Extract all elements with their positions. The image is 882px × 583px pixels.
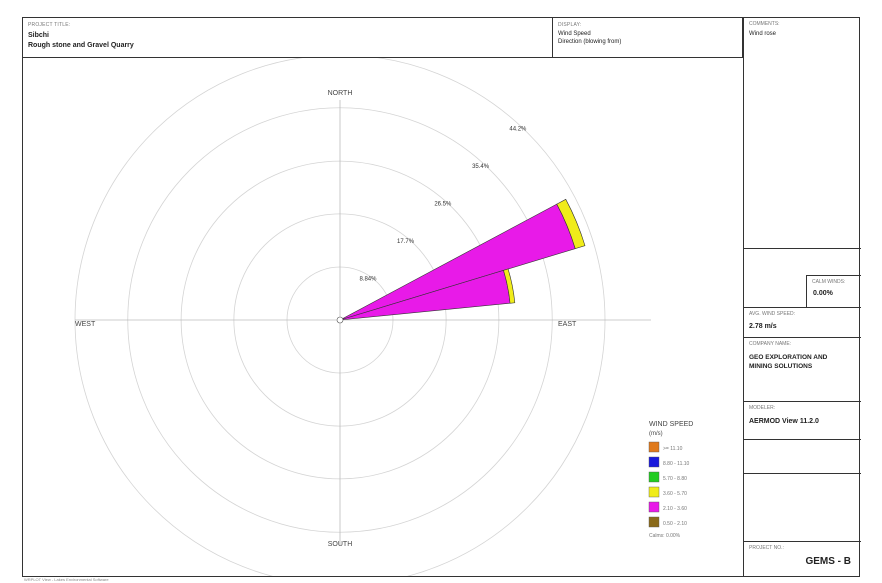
blank-cell-1	[744, 440, 861, 474]
display-line1: Wind Speed	[558, 31, 591, 37]
legend-swatch-3	[648, 486, 660, 498]
company-line1: GEO EXPLORATION AND	[749, 354, 828, 361]
south-label: SOUTH	[328, 541, 353, 548]
modeler-value: AERMOD View 11.2.0	[749, 418, 819, 425]
calm-cell: CALM WINDS: 0.00%	[806, 275, 861, 308]
petal-0-segment-1	[556, 198, 586, 250]
project-no-caption: PROJECT NO.:	[749, 545, 784, 551]
project-no-cell: PROJECT NO.: GEMS - B	[744, 542, 861, 576]
project-title-caption: PROJECT TITLE:	[28, 22, 71, 28]
ring-label-2: 17.7%	[397, 239, 415, 245]
ring-labels-group: 8.84% 17.7% 26.5% 35.4% 44.2%	[359, 127, 527, 283]
legend-label-1: 8.80 - 11.10	[663, 461, 690, 467]
wind-rose-svg: 8.84% 17.7% 26.5% 35.4% 44.2% NORTH EAST SOU…	[74, 54, 693, 583]
ring-label-4: 35.4%	[472, 164, 490, 170]
calm-value: 0.00%	[813, 290, 833, 297]
legend-label-3: 3.60 - 5.70	[663, 491, 687, 497]
project-title-box: PROJECT TITLE: Sibchi Rough stone and Gr…	[23, 18, 553, 58]
east-label: EAST	[558, 321, 577, 328]
north-label: NORTH	[328, 90, 353, 97]
legend-swatch-1	[648, 456, 660, 468]
legend-swatch-5	[648, 516, 660, 528]
legend-label-4: 2.10 - 3.60	[663, 506, 687, 512]
legend-title: WIND SPEED	[649, 421, 693, 428]
project-subtitle: Rough stone and Gravel Quarry	[28, 42, 134, 49]
company-line2: MINING SOLUTIONS	[749, 363, 813, 370]
ring-label-3: 26.5%	[434, 202, 452, 208]
legend-swatch-0	[648, 441, 660, 453]
petal-1-segment-1	[503, 268, 516, 304]
comments-caption: COMMENTS:	[749, 21, 780, 27]
legend-label-0: >= 11.10	[663, 446, 683, 452]
legend: WIND SPEED (m/s) >= 11.10 8.80 - 11.10 5.7…	[648, 421, 693, 539]
center-hub	[336, 316, 344, 324]
legend-label-5: 0.50 - 2.10	[663, 521, 687, 527]
blank-cell-2	[744, 474, 861, 542]
avg-speed-value: 2.78 m/s	[749, 323, 777, 330]
comments-value: Wind rose	[749, 31, 777, 37]
legend-label-2: 5.70 - 8.80	[663, 476, 687, 482]
avg-speed-cell: AVG. WIND SPEED: 2.78 m/s	[744, 308, 861, 338]
report-frame: PROJECT TITLE: Sibchi Rough stone and Gr…	[22, 17, 861, 583]
ring-label-5: 44.2%	[509, 127, 527, 133]
calm-caption: CALM WINDS:	[812, 279, 846, 285]
ring-label-1: 8.84%	[359, 277, 377, 283]
legend-swatch-2	[648, 471, 660, 483]
project-name: Sibchi	[28, 32, 50, 39]
wind-rose-chart: 8.84% 17.7% 26.5% 35.4% 44.2% NORTH EAST SOU…	[23, 54, 743, 583]
display-box: DISPLAY: Wind Speed Direction (blowing f…	[553, 18, 743, 58]
legend-swatch-4	[648, 501, 660, 513]
display-line2: Direction (blowing from)	[558, 39, 622, 45]
company-cell: COMPANY NAME: GEO EXPLORATION AND MINING…	[744, 338, 861, 402]
west-label: WEST	[75, 321, 96, 328]
legend-calms: Calms: 0.00%	[649, 533, 681, 539]
comments-cell: COMMENTS: Wind rose	[744, 18, 861, 249]
company-caption: COMPANY NAME:	[749, 341, 792, 347]
modeler-cell: MODELER: AERMOD View 11.2.0	[744, 402, 861, 440]
display-caption: DISPLAY:	[558, 22, 582, 28]
calm-region: CALM WINDS: 0.00%	[744, 249, 861, 308]
project-no-value: GEMS - B	[805, 556, 851, 567]
petals-group	[336, 198, 586, 324]
avg-speed-caption: AVG. WIND SPEED:	[749, 311, 796, 317]
legend-unit: (m/s)	[649, 431, 663, 437]
modeler-caption: MODELER:	[749, 405, 776, 411]
footer-note: WRPLOT View - Lakes Environmental Softwa…	[24, 577, 109, 582]
info-sidebar: COMMENTS: Wind rose CALM WINDS: 0.00% AV…	[743, 18, 861, 576]
